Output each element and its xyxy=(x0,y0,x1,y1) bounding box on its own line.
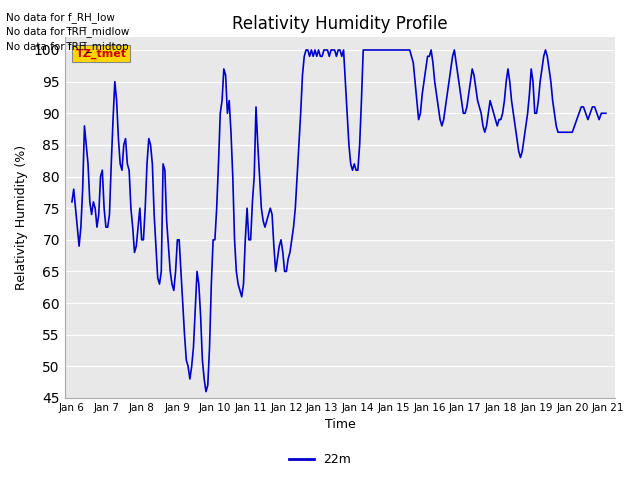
Text: TZ_tmet: TZ_tmet xyxy=(76,48,127,59)
X-axis label: Time: Time xyxy=(324,419,355,432)
Text: No data for f̅RH̅_midtop: No data for f̅RH̅_midtop xyxy=(6,41,129,52)
Y-axis label: Relativity Humidity (%): Relativity Humidity (%) xyxy=(15,145,28,290)
Text: No data for f_RH_low: No data for f_RH_low xyxy=(6,12,115,23)
Legend: 22m: 22m xyxy=(284,448,356,471)
Text: No data for f̅RH̅_midlow: No data for f̅RH̅_midlow xyxy=(6,26,130,37)
Title: Relativity Humidity Profile: Relativity Humidity Profile xyxy=(232,15,448,33)
